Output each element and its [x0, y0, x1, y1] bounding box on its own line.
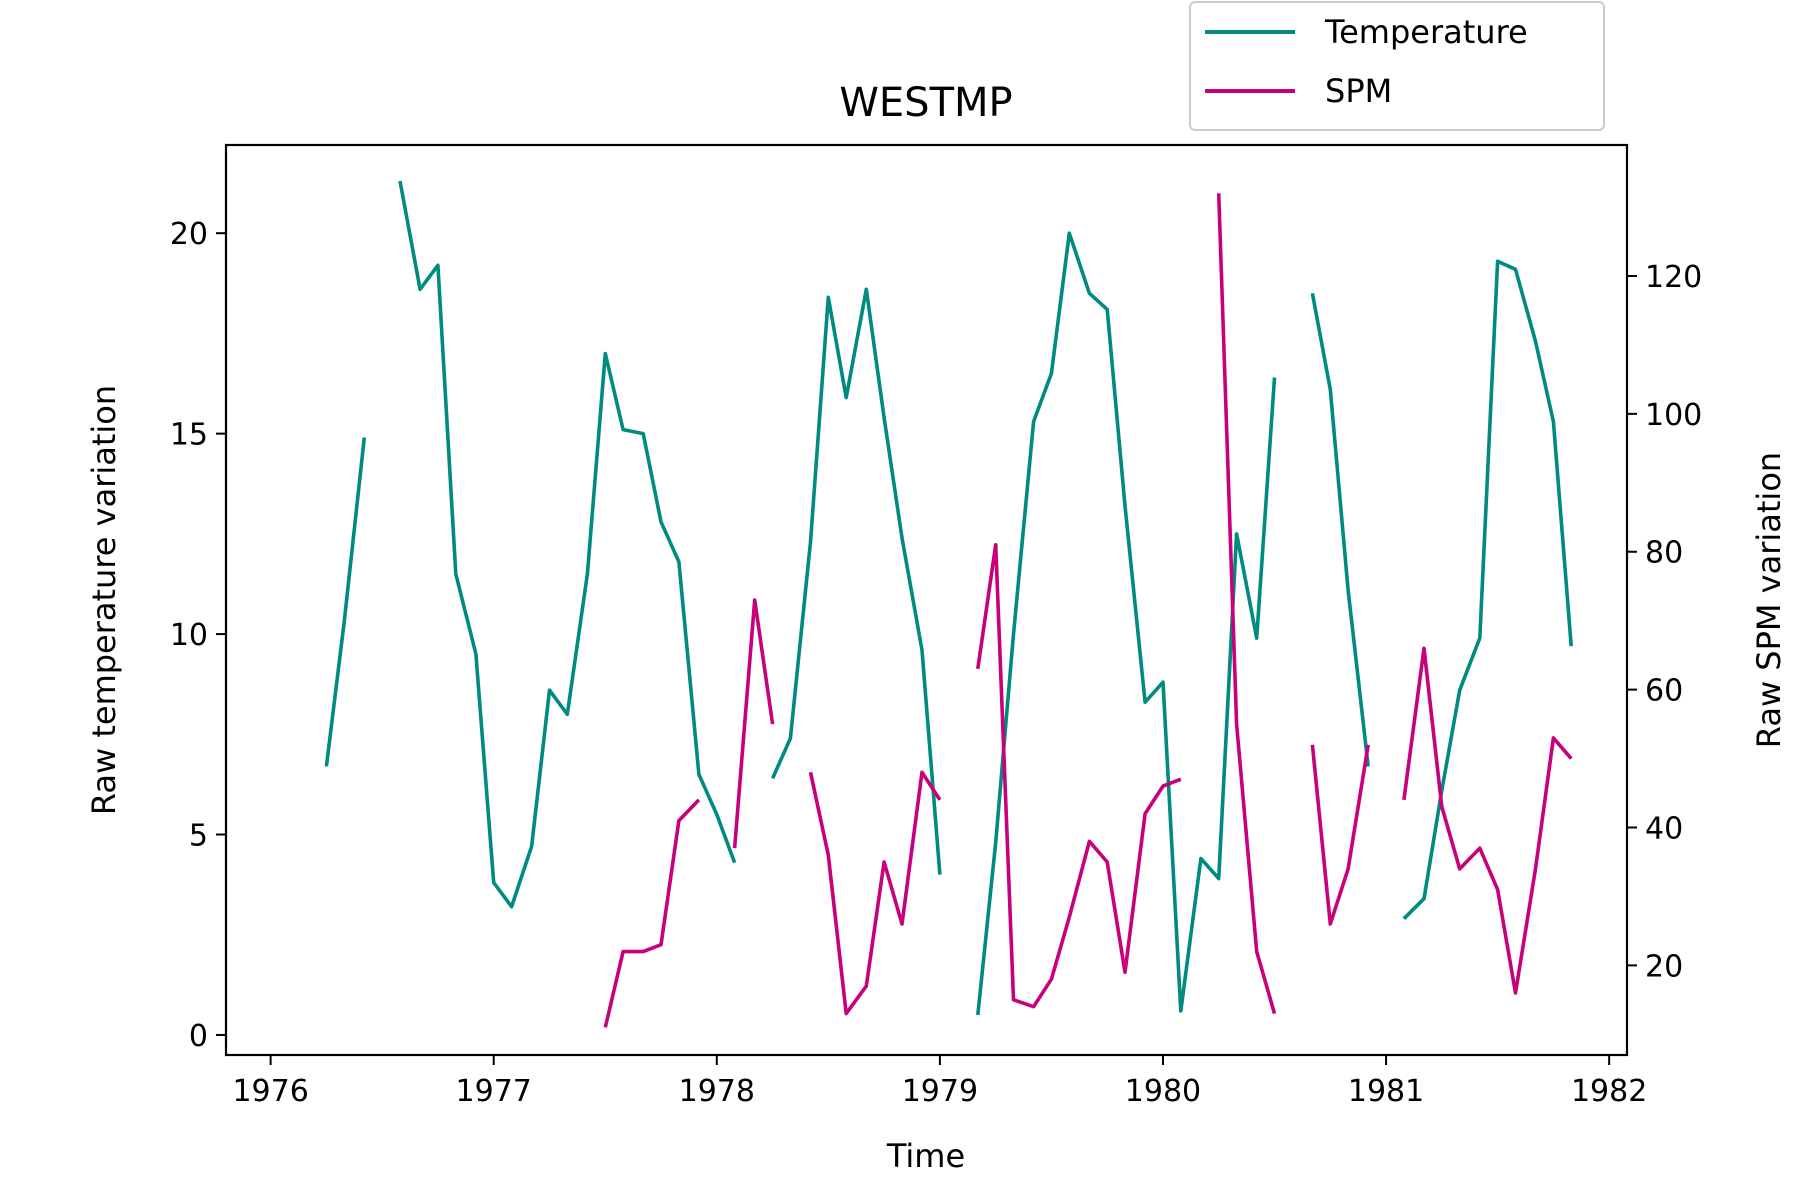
series-line-spm [1402, 646, 1573, 995]
y-axis-left-label: Raw temperature variation [85, 385, 123, 815]
x-tick-label: 1980 [1125, 1074, 1201, 1109]
y-right-tick-label: 80 [1645, 536, 1683, 571]
y-left-tick-label: 15 [170, 418, 208, 453]
series-line-spm [603, 798, 701, 1028]
legend-label-spm: SPM [1325, 72, 1392, 110]
series-line-temperature [398, 180, 737, 909]
series-line-temperature [324, 437, 367, 767]
y-axis-right: 20 40 60 80 100 120 [1627, 260, 1702, 984]
series-line-spm [732, 598, 775, 849]
y-right-tick-label: 120 [1645, 260, 1702, 295]
y-left-tick-label: 5 [189, 819, 208, 854]
y-left-tick-label: 20 [170, 217, 208, 252]
series-line-spm [1216, 193, 1277, 1015]
legend: Temperature SPM [1189, 1, 1605, 131]
x-tick-label: 1982 [1571, 1074, 1647, 1109]
series-line-spm [808, 770, 942, 1016]
x-tick-label: 1977 [456, 1074, 532, 1109]
series-line-temperature [976, 231, 1277, 1016]
y-right-tick-label: 100 [1645, 398, 1702, 433]
y-left-tick-label: 10 [170, 618, 208, 653]
y-axis-right-label: Raw SPM variation [1750, 452, 1788, 748]
x-tick-label: 1981 [1348, 1074, 1424, 1109]
y-right-tick-label: 40 [1645, 812, 1683, 847]
series-line-temperature [1402, 259, 1573, 920]
y-left-tick-label: 0 [189, 1019, 208, 1054]
y-right-tick-label: 60 [1645, 674, 1683, 709]
series-line-temperature [770, 287, 942, 875]
y-axis-left: 0 5 10 15 20 [170, 217, 226, 1054]
series-line-spm [976, 543, 1182, 1009]
x-axis-label: Time [886, 1137, 965, 1175]
x-tick-label: 1978 [679, 1074, 755, 1109]
series-line-temperature [1310, 292, 1370, 767]
y-right-tick-label: 20 [1645, 949, 1683, 984]
chart-title: WESTMP [839, 80, 1012, 126]
series-line-spm [1310, 744, 1370, 926]
x-tick-label: 1979 [902, 1074, 978, 1109]
legend-label-temperature: Temperature [1324, 13, 1528, 51]
x-tick-label: 1976 [232, 1074, 308, 1109]
x-axis: 1976 1977 1978 1979 1980 1981 1982 [232, 1055, 1647, 1109]
plot-frame [224, 143, 1629, 1057]
